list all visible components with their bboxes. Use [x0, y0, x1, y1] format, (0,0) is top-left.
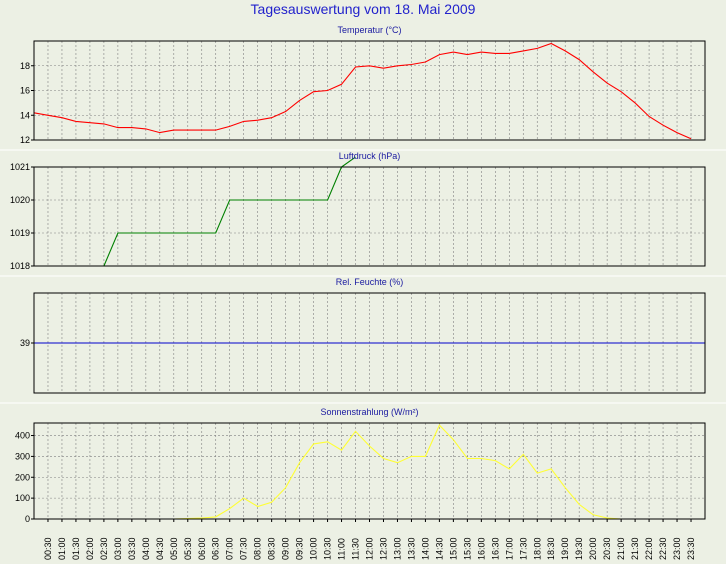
x-tick-label: 15:00 [448, 537, 458, 560]
x-tick-label: 18:30 [546, 537, 556, 560]
y-tick-label: 200 [15, 472, 30, 482]
y-tick-label: 18 [20, 61, 30, 71]
x-tick-label: 00:30 [43, 537, 53, 560]
x-tick-label: 10:00 [309, 537, 319, 560]
x-tick-label: 06:00 [197, 537, 207, 560]
y-tick-label: 1019 [10, 228, 30, 238]
x-tick-label: 11:30 [351, 538, 361, 560]
x-tick-label: 21:30 [630, 537, 640, 560]
panel-title-pressure: Luftdruck (hPa) [339, 151, 401, 161]
x-tick-label: 05:00 [169, 537, 179, 560]
x-tick-label: 23:30 [686, 537, 696, 560]
x-tick-label: 03:30 [127, 537, 137, 560]
x-tick-label: 23:00 [672, 537, 682, 560]
x-tick-label: 15:30 [462, 537, 472, 560]
x-tick-label: 02:30 [99, 537, 109, 560]
x-tick-label: 11:00 [337, 538, 347, 560]
x-tick-label: 22:00 [644, 537, 654, 560]
x-tick-label: 18:00 [532, 537, 542, 560]
x-tick-label: 22:30 [658, 537, 668, 560]
x-tick-label: 07:00 [225, 537, 235, 560]
x-tick-label: 21:00 [616, 537, 626, 560]
y-tick-label: 300 [15, 451, 30, 461]
x-tick-label: 19:30 [574, 537, 584, 560]
y-tick-label: 1018 [10, 261, 30, 271]
x-tick-label: 20:30 [602, 537, 612, 560]
panel-title-temperature: Temperatur (°C) [337, 25, 401, 35]
y-tick-label: 100 [15, 493, 30, 503]
panel-title-humidity: Rel. Feuchte (%) [336, 277, 404, 287]
x-tick-label: 09:30 [295, 537, 305, 560]
x-tick-label: 01:00 [57, 537, 67, 560]
y-tick-label: 39 [20, 338, 30, 348]
plot-frame-temperature [33, 40, 706, 141]
x-tick-label: 09:00 [281, 537, 291, 560]
x-tick-label: 01:30 [71, 537, 81, 560]
series-line-temperature [33, 42, 692, 140]
plot-frame-humidity [33, 292, 706, 394]
y-tick-label: 0 [25, 514, 30, 524]
x-tick-label: 20:00 [588, 537, 598, 560]
x-tick-label: 04:30 [155, 537, 165, 560]
x-tick-label: 12:00 [365, 537, 375, 560]
x-tick-label: 07:30 [239, 537, 249, 560]
panel-title-solar: Sonnenstrahlung (W/m²) [320, 407, 418, 417]
x-tick-label: 12:30 [378, 537, 388, 560]
page-title: Tagesauswertung vom 18. Mai 2009 [250, 1, 476, 17]
y-tick-label: 1021 [10, 162, 30, 172]
x-tick-label: 04:00 [141, 537, 151, 560]
x-tick-label: 19:00 [560, 537, 570, 560]
x-tick-label: 02:00 [85, 537, 95, 560]
y-tick-label: 400 [15, 431, 30, 441]
x-tick-label: 06:30 [211, 537, 221, 560]
x-tick-label: 14:00 [420, 537, 430, 560]
x-tick-label: 17:00 [504, 537, 514, 560]
y-tick-label: 16 [20, 86, 30, 96]
x-tick-label: 13:00 [392, 537, 402, 560]
y-tick-label: 14 [20, 110, 30, 120]
x-tick-label: 10:30 [323, 537, 333, 560]
x-tick-label: 08:30 [267, 537, 277, 560]
y-tick-label: 1020 [10, 195, 30, 205]
x-tick-label: 13:30 [406, 537, 416, 560]
x-tick-label: 14:30 [434, 537, 444, 560]
x-tick-label: 08:00 [253, 537, 263, 560]
x-tick-label: 03:00 [113, 537, 123, 560]
x-tick-label: 16:00 [476, 537, 486, 560]
plot-frame-pressure [33, 166, 706, 267]
y-tick-label: 12 [20, 135, 30, 145]
x-tick-label: 05:30 [183, 537, 193, 560]
x-tick-label: 16:30 [490, 537, 500, 560]
x-tick-label: 17:30 [518, 537, 528, 560]
